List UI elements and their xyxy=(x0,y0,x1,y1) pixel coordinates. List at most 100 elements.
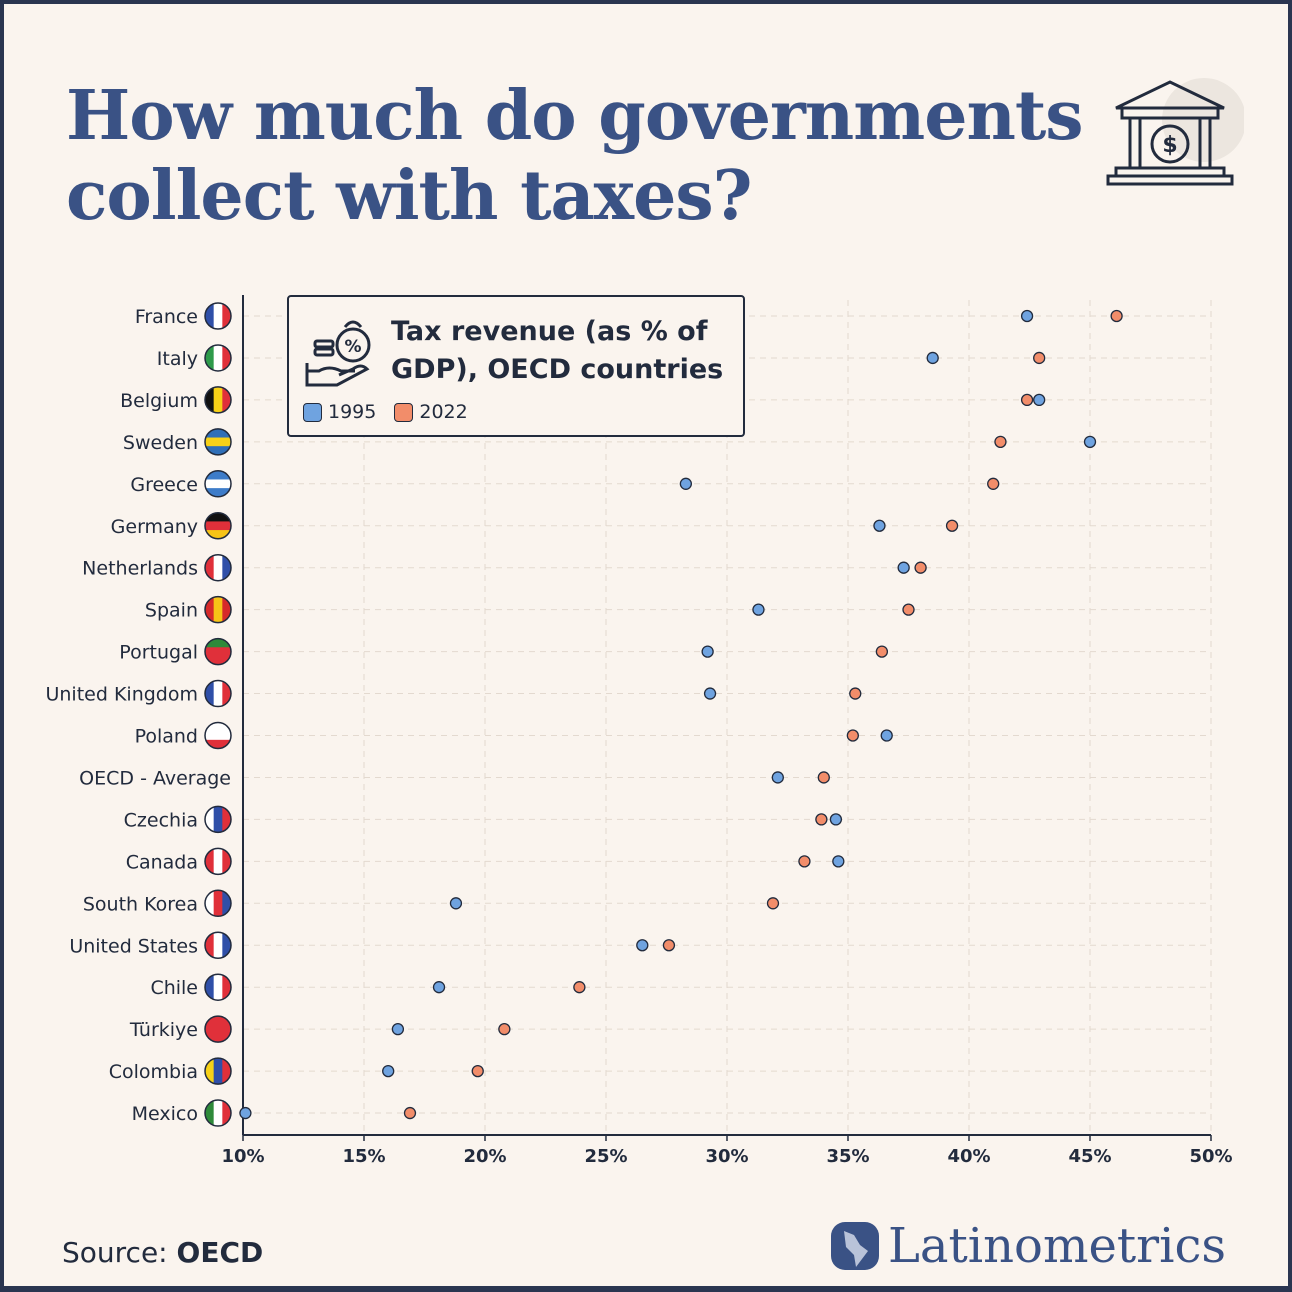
x-tick-label: 25% xyxy=(584,1146,627,1167)
point-1995 xyxy=(873,519,886,532)
flag-colombia-icon xyxy=(204,1057,232,1085)
title-line-1: How much do governments xyxy=(66,76,1084,156)
flag-stripe xyxy=(205,344,215,371)
flag-stripe xyxy=(205,554,215,581)
y-category-label: United States xyxy=(69,935,198,957)
flag-stripe xyxy=(205,437,231,447)
brand-logo: Latinometrics xyxy=(830,1218,1226,1274)
x-tick-label: 20% xyxy=(463,1146,506,1167)
flag-stripe xyxy=(205,488,231,497)
point-2022 xyxy=(766,897,780,910)
flag-stripe xyxy=(205,470,231,480)
flag-stripe xyxy=(222,848,231,875)
flag-stripe xyxy=(205,1016,215,1043)
flag-stripe xyxy=(205,446,231,455)
point-1995 xyxy=(832,855,845,868)
flag-stripe xyxy=(213,344,223,371)
flag-stripe xyxy=(222,1058,231,1085)
title-line-2: collect with taxes? xyxy=(66,156,752,236)
flag-stripe xyxy=(205,739,231,749)
y-category-label: Türkiye xyxy=(129,1019,198,1041)
legend: % Tax revenue (as % of GDP), OECD countr… xyxy=(287,295,745,437)
x-tick-label: 40% xyxy=(947,1146,990,1167)
legend-item-1995: 1995 xyxy=(303,401,376,423)
flag-stripe xyxy=(205,521,231,531)
point-2022 xyxy=(1110,309,1123,323)
source-value: OECD xyxy=(176,1236,264,1269)
tax-hand-icon: % xyxy=(305,320,371,387)
flag-stripe xyxy=(205,303,215,329)
point-2022 xyxy=(875,645,889,658)
point-1995 xyxy=(391,1023,405,1036)
point-2022 xyxy=(846,729,859,742)
flag-stripe xyxy=(222,1100,231,1127)
flag-t-rkiye-icon xyxy=(204,1015,232,1043)
flag-greece-icon xyxy=(204,470,232,498)
flag-stripe xyxy=(213,974,223,1001)
point-2022 xyxy=(914,561,927,574)
y-category-label: Greece xyxy=(130,474,198,496)
legend-swatch xyxy=(394,402,414,422)
flag-stripe xyxy=(205,806,215,833)
point-1995 xyxy=(679,477,693,490)
point-2022 xyxy=(817,771,830,784)
flag-stripe xyxy=(213,848,223,875)
flag-stripe xyxy=(222,303,231,329)
y-category-label: United Kingdom xyxy=(45,684,198,706)
point-2022 xyxy=(662,939,676,952)
point-2022 xyxy=(573,981,586,994)
flag-stripe xyxy=(222,890,231,917)
x-tick-label: 50% xyxy=(1189,1146,1232,1167)
point-1995 xyxy=(880,729,893,742)
flag-stripe xyxy=(213,1016,223,1043)
y-category-label: Chile xyxy=(150,977,198,999)
point-2022 xyxy=(798,855,811,868)
legend-label: 1995 xyxy=(328,401,377,423)
flag-stripe xyxy=(213,680,223,707)
flag-stripe xyxy=(222,386,231,413)
bank-icon: $ xyxy=(1106,78,1244,186)
x-tick-label: 45% xyxy=(1068,1146,1111,1167)
point-2022 xyxy=(1020,393,1034,407)
svg-text:%: % xyxy=(344,337,361,357)
page-title: How much do governments collect with tax… xyxy=(66,76,1084,236)
chart-title: Tax revenue (as % of GDP), OECD countrie… xyxy=(391,316,724,385)
flag-united-kingdom-icon xyxy=(204,679,232,708)
latam-map-icon xyxy=(831,1222,879,1270)
flag-stripe xyxy=(205,428,231,439)
x-tick-label: 30% xyxy=(705,1146,748,1167)
point-2022 xyxy=(815,813,828,826)
flag-stripe xyxy=(213,932,223,959)
point-1995 xyxy=(752,603,765,616)
flag-stripe xyxy=(205,890,215,917)
flag-stripe xyxy=(213,1058,223,1085)
y-category-label: Mexico xyxy=(132,1103,198,1125)
point-2022 xyxy=(987,477,1000,490)
point-1995 xyxy=(432,981,446,994)
flag-stripe xyxy=(222,596,231,623)
flag-czechia-icon xyxy=(204,805,232,834)
point-1995 xyxy=(926,351,939,365)
flag-stripe xyxy=(213,386,223,413)
flag-stripe xyxy=(205,974,215,1001)
flag-chile-icon xyxy=(204,973,232,1001)
legend-label: 2022 xyxy=(419,401,468,423)
y-category-label: Germany xyxy=(111,516,198,538)
flag-stripe xyxy=(213,596,223,623)
flag-stripe xyxy=(205,722,231,732)
flag-belgium-icon xyxy=(204,386,232,414)
y-category-label: Sweden xyxy=(123,432,198,454)
flag-stripe xyxy=(205,731,231,741)
flag-stripe xyxy=(205,596,215,623)
flag-netherlands-icon xyxy=(204,553,232,582)
y-category-label: France xyxy=(135,306,198,328)
flag-germany-icon xyxy=(204,512,232,540)
flag-stripe xyxy=(222,680,231,707)
legend-swatch xyxy=(303,402,322,422)
point-2022 xyxy=(498,1023,511,1036)
flag-stripe xyxy=(222,806,231,833)
y-category-label: Netherlands xyxy=(82,558,198,580)
flag-stripe xyxy=(205,932,215,959)
y-category-label: South Korea xyxy=(83,893,198,915)
